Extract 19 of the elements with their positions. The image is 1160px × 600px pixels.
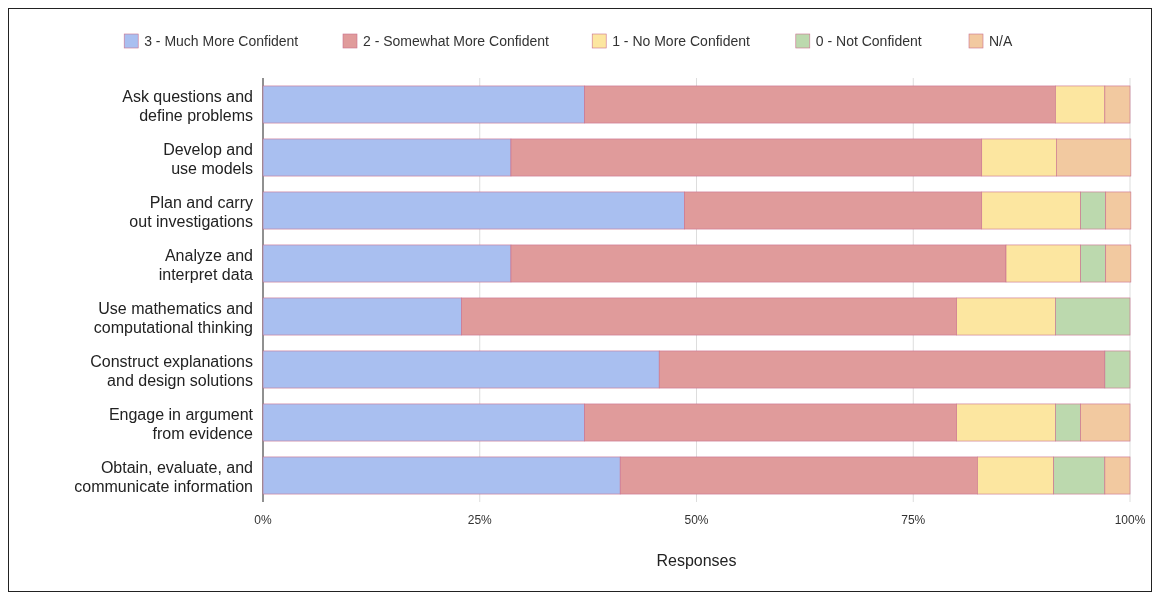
y-tick-label: Plan and carry out investigations bbox=[129, 193, 253, 230]
y-tick-label: Analyze and interpret data bbox=[158, 246, 254, 283]
x-tick-label: 50% bbox=[684, 513, 709, 527]
y-tick-label: Engage in argument from evidence bbox=[108, 405, 254, 442]
legend-label: 2 - Somewhat More Confident bbox=[363, 33, 550, 49]
y-tick-label: Construct explanations and design solutions bbox=[90, 352, 253, 389]
x-tick-label: 100% bbox=[1114, 513, 1146, 527]
y-tick-label: Obtain, evaluate, and communicate information bbox=[74, 458, 253, 495]
legend-label: 0 - Not Confident bbox=[815, 33, 922, 49]
x-tick-label: 75% bbox=[901, 513, 926, 527]
legend-label: N/A bbox=[989, 33, 1013, 49]
x-tick-label: 0% bbox=[254, 513, 272, 527]
legend-label: 1 - No More Confident bbox=[612, 33, 751, 49]
y-tick-label: Ask questions and define problems bbox=[122, 87, 253, 124]
y-tick-label: Use mathematics and computational thinking bbox=[93, 299, 253, 336]
legend-label: 3 - Much More Confident bbox=[144, 33, 299, 49]
y-tick-label: Develop and use models bbox=[163, 140, 253, 177]
x-tick-label: 25% bbox=[467, 513, 493, 527]
x-axis-title: Responses bbox=[656, 552, 737, 569]
